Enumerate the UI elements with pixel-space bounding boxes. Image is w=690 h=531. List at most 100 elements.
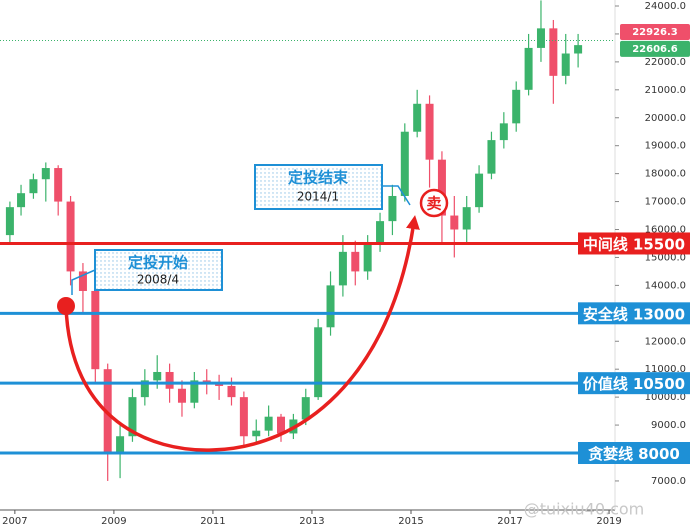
candle-body [351,251,360,272]
y-tick-label: 21000.0 [645,85,686,96]
candle-body [91,290,100,370]
candle-body [153,371,162,381]
y-tick-label: 12000.0 [645,336,686,347]
candle-body [78,271,87,291]
candle-body [475,173,484,208]
candle-body [413,103,422,132]
candle-body [425,103,434,160]
candle-body [301,397,310,420]
y-tick-label: 16000.0 [645,225,686,236]
candle-body [499,123,508,141]
candle-body [524,47,533,90]
candle-body [549,28,558,76]
candle-body [264,416,273,431]
candle-body [165,371,174,389]
x-tick-label: 2011 [200,516,225,527]
y-tick-label: 19000.0 [645,141,686,152]
y-tick-label: 22000.0 [645,57,686,68]
level-name: 安全线 [583,305,628,323]
candle-body [66,201,75,272]
x-tick-label: 2007 [2,516,27,527]
candle-body [462,207,471,230]
candle-body [574,45,583,54]
callout-line [382,185,411,206]
candle-body [227,385,236,398]
level-label: 价值线 10500 [583,375,685,393]
level-box [578,232,690,255]
level-layer: 22926.3 22606.6 中间线 15500 安全线 13000 价值线 10500 贪婪… [0,24,690,465]
candle-body [239,397,248,437]
candle-body [561,53,570,76]
candle-body [487,140,496,174]
candle-body [376,221,385,244]
annotation-date: 2014/1 [297,190,339,204]
annotation-box [254,164,383,210]
y-tick-label: 7000.0 [651,476,686,487]
y-tick-label: 9000.0 [651,420,686,431]
candle-body [314,327,323,398]
x-tick-label: 2009 [101,516,126,527]
level-label: 贪婪线 8000 [588,445,680,463]
level-value: 10500 [633,375,685,393]
y-tick-label: 17000.0 [645,197,686,208]
candle-body [450,215,459,230]
x-tick-label: 2015 [398,516,423,527]
sell-circle [419,188,449,218]
candle-body [326,285,335,328]
candle-body [41,168,50,180]
y-tick-label: 14000.0 [645,280,686,291]
x-tick-label: 2013 [299,516,324,527]
annotation-box [94,249,223,291]
price-tag [620,24,690,41]
candle-body [116,436,125,454]
y-tick-label: 24000.0 [645,1,686,12]
sell-label: 卖 [426,195,441,213]
annotation-date: 2008/4 [137,273,179,287]
annotation-layer: 定投开始 2008/4 定投结束 2014/1 卖 @tuixiu40.com [57,164,645,519]
candle-body [388,195,397,222]
level-box [578,442,690,465]
arc-arrow [64,215,420,452]
annotation-title: 定投开始 [128,254,188,272]
candle-body [512,89,521,124]
y-tick-label: 18000.0 [645,169,686,180]
candle-body [140,380,149,398]
candle-body [536,28,545,48]
candle-body [17,193,26,208]
level-label: 中间线 15500 [583,235,685,253]
level-value: 15500 [633,235,685,253]
level-value: 8000 [638,445,680,463]
candle-layer [5,0,583,481]
candle-body [54,168,63,202]
candle-body [5,207,14,236]
level-name: 中间线 [583,235,628,253]
x-tick-label: 2017 [497,516,522,527]
annotation-title: 定投结束 [288,169,349,187]
candle-body [128,397,137,437]
candle-body [190,380,199,403]
candle-body [363,243,372,272]
candle-body [252,430,261,437]
y-tick-label: 20000.0 [645,113,686,124]
candle-body [437,159,446,216]
candle-body [177,388,186,403]
watermark: @tuixiu40.com [524,500,645,519]
y-tick-label: 11000.0 [645,364,686,375]
level-box [578,302,690,325]
start-dot [57,297,75,315]
candle-body [277,416,286,434]
level-box [578,372,690,395]
candle-body [338,251,347,286]
level-label: 安全线 13000 [583,305,685,323]
callout-line [71,269,96,295]
y-tick-label: 10000.0 [645,392,686,403]
price-tag-label: 22606.6 [632,44,678,55]
candle-body [29,179,38,194]
level-name: 贪婪线 [588,445,633,463]
candle-body [400,131,409,196]
level-value: 13000 [633,305,685,323]
x-tick-label: 2019 [596,516,621,527]
level-name: 价值线 [583,375,628,393]
y-tick-label: 15000.0 [645,252,686,263]
